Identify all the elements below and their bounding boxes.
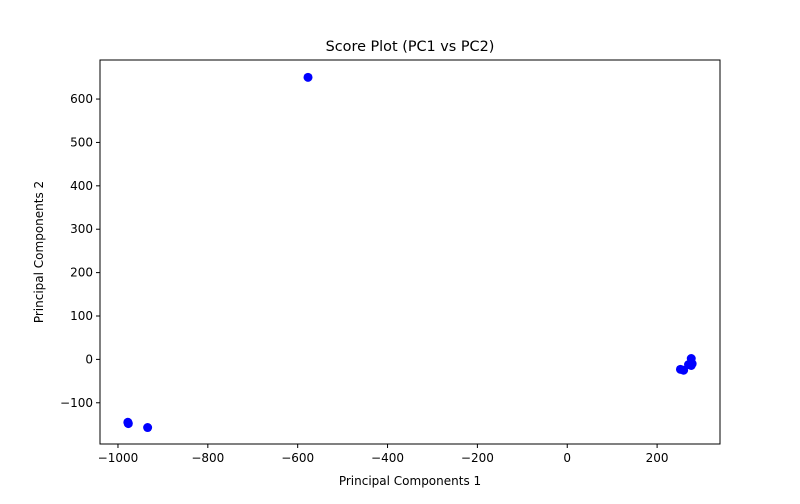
x-tick-label: 0 xyxy=(563,451,571,465)
x-axis-ticks: −1000 −800 −600 −400 −200 0 200 xyxy=(98,444,669,465)
y-tick-label: 300 xyxy=(70,222,93,236)
y-tick-label: 200 xyxy=(70,266,93,280)
y-tick-label: 0 xyxy=(85,352,93,366)
x-tick-label: −800 xyxy=(191,451,224,465)
y-tick-label: 600 xyxy=(70,92,93,106)
scatter-point xyxy=(143,423,153,433)
y-axis-label: Principal Components 2 xyxy=(32,181,46,323)
x-tick-label: −600 xyxy=(281,451,314,465)
y-tick-label: −100 xyxy=(60,396,93,410)
plot-area-frame xyxy=(99,59,721,445)
x-tick-label: −400 xyxy=(371,451,404,465)
y-tick-label: 500 xyxy=(70,135,93,149)
scatter-point xyxy=(123,419,133,429)
x-tick-label: −200 xyxy=(461,451,494,465)
x-tick-label: −1000 xyxy=(98,451,139,465)
data-points xyxy=(123,72,697,433)
y-axis-ticks: −100 0 100 200 300 400 500 600 xyxy=(60,92,100,410)
x-axis-label: Principal Components 1 xyxy=(339,474,481,488)
scatter-point xyxy=(686,354,696,364)
scatter-point xyxy=(303,72,313,82)
y-tick-label: 100 xyxy=(70,309,93,323)
x-tick-label: 200 xyxy=(646,451,669,465)
chart-title: Score Plot (PC1 vs PC2) xyxy=(326,39,495,55)
y-tick-label: 400 xyxy=(70,179,93,193)
